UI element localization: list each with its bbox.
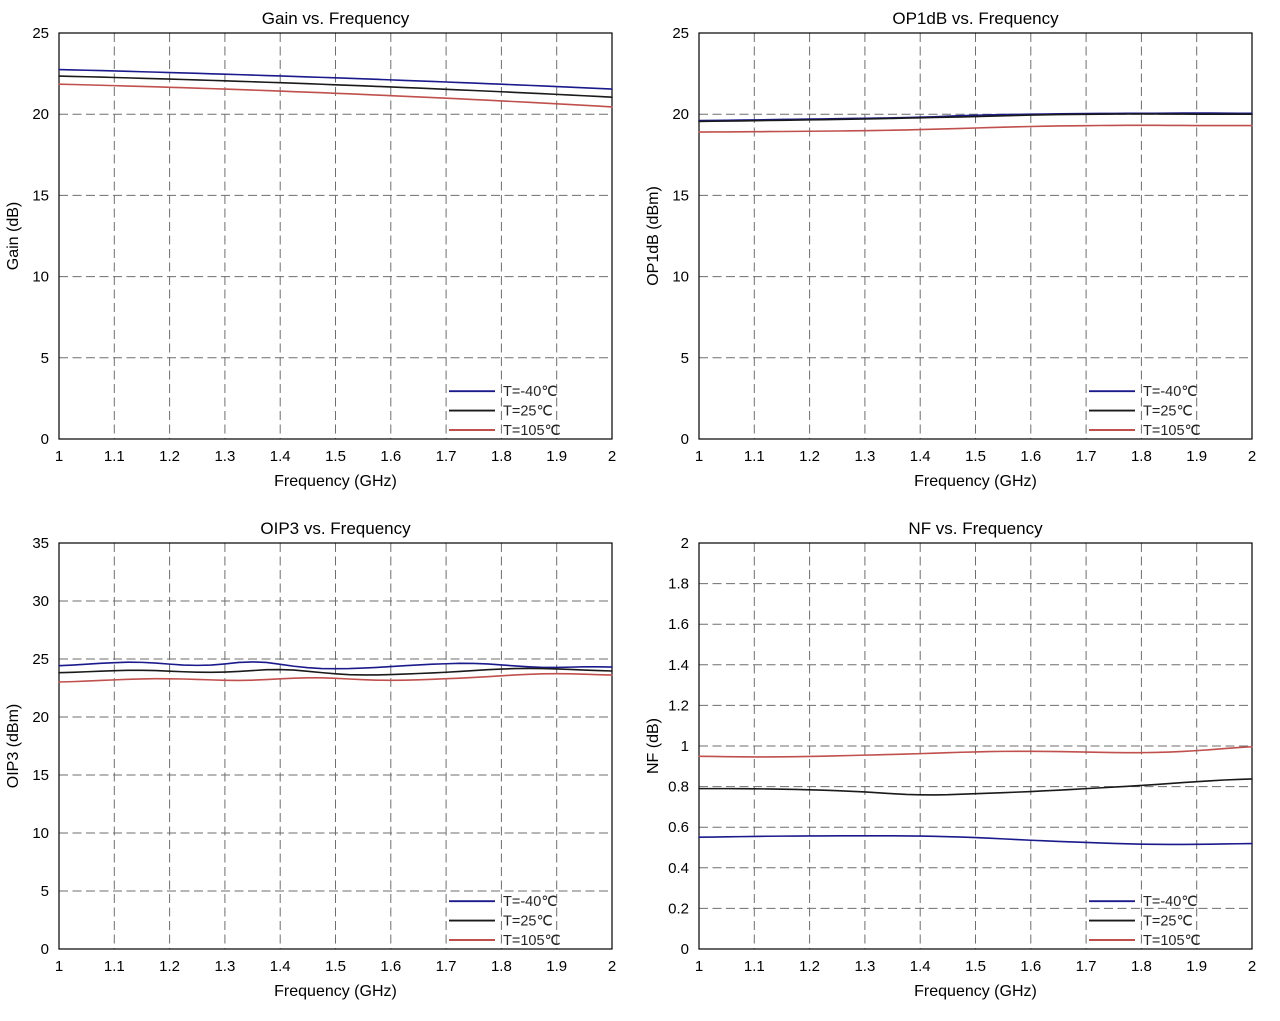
svg-text:5: 5 (41, 350, 49, 367)
svg-text:0.6: 0.6 (668, 819, 689, 836)
svg-text:10: 10 (32, 825, 49, 842)
svg-text:30: 30 (32, 593, 49, 610)
svg-text:1.7: 1.7 (436, 958, 457, 975)
svg-text:1.9: 1.9 (546, 448, 567, 465)
svg-text:1.1: 1.1 (104, 958, 125, 975)
svg-text:0: 0 (41, 431, 49, 448)
svg-text:1.1: 1.1 (104, 448, 125, 465)
svg-text:1.7: 1.7 (436, 448, 457, 465)
svg-text:1.8: 1.8 (491, 448, 512, 465)
svg-text:1.3: 1.3 (854, 448, 875, 465)
svg-text:1.5: 1.5 (965, 958, 986, 975)
svg-text:T=25℃: T=25℃ (503, 404, 553, 420)
svg-text:20: 20 (32, 106, 49, 123)
svg-text:T=-40℃: T=-40℃ (1143, 894, 1198, 910)
svg-text:1.6: 1.6 (668, 616, 689, 633)
svg-text:1: 1 (695, 448, 703, 465)
svg-text:1.6: 1.6 (1020, 958, 1041, 975)
svg-text:25: 25 (32, 25, 49, 42)
svg-text:Frequency (GHz): Frequency (GHz) (274, 983, 397, 1000)
svg-text:1: 1 (55, 448, 63, 465)
svg-text:T=25℃: T=25℃ (1143, 404, 1193, 420)
svg-text:25: 25 (32, 651, 49, 668)
svg-text:Gain (dB): Gain (dB) (5, 202, 22, 270)
svg-text:0: 0 (681, 431, 689, 448)
svg-text:1.4: 1.4 (910, 958, 931, 975)
svg-text:T=105℃: T=105℃ (503, 423, 561, 439)
svg-text:2: 2 (608, 958, 616, 975)
svg-text:1.8: 1.8 (1131, 448, 1152, 465)
svg-text:1.8: 1.8 (1131, 958, 1152, 975)
svg-text:Frequency (GHz): Frequency (GHz) (914, 983, 1037, 1000)
svg-text:1.7: 1.7 (1076, 448, 1097, 465)
svg-text:1.3: 1.3 (214, 448, 235, 465)
svg-text:OIP3 (dBm): OIP3 (dBm) (5, 704, 22, 788)
svg-text:5: 5 (41, 883, 49, 900)
svg-text:NF vs. Frequency: NF vs. Frequency (908, 519, 1043, 538)
svg-text:1.4: 1.4 (668, 657, 689, 674)
svg-text:1: 1 (55, 958, 63, 975)
svg-text:1.3: 1.3 (854, 958, 875, 975)
svg-text:0.2: 0.2 (668, 900, 689, 917)
svg-text:0.4: 0.4 (668, 860, 689, 877)
svg-text:1.9: 1.9 (1186, 448, 1207, 465)
svg-text:T=105℃: T=105℃ (1143, 933, 1201, 949)
svg-text:T=-40℃: T=-40℃ (503, 894, 558, 910)
svg-text:1.5: 1.5 (325, 448, 346, 465)
svg-text:20: 20 (672, 106, 689, 123)
svg-text:2: 2 (681, 535, 689, 552)
svg-text:1.5: 1.5 (325, 958, 346, 975)
svg-text:1.3: 1.3 (214, 958, 235, 975)
svg-text:1.2: 1.2 (159, 448, 180, 465)
svg-text:OIP3 vs. Frequency: OIP3 vs. Frequency (260, 519, 411, 538)
svg-text:T=25℃: T=25℃ (1143, 914, 1193, 930)
svg-text:0: 0 (681, 941, 689, 958)
svg-text:T=-40℃: T=-40℃ (1143, 384, 1198, 400)
svg-text:15: 15 (672, 187, 689, 204)
svg-text:1.6: 1.6 (380, 448, 401, 465)
svg-text:20: 20 (32, 709, 49, 726)
svg-text:1.9: 1.9 (546, 958, 567, 975)
svg-text:0: 0 (41, 941, 49, 958)
svg-text:T=-40℃: T=-40℃ (503, 384, 558, 400)
svg-text:1.2: 1.2 (799, 958, 820, 975)
svg-text:1.4: 1.4 (270, 448, 291, 465)
svg-text:1.7: 1.7 (1076, 958, 1097, 975)
svg-text:1: 1 (695, 958, 703, 975)
svg-text:1.5: 1.5 (965, 448, 986, 465)
svg-text:1.1: 1.1 (744, 958, 765, 975)
svg-text:1.2: 1.2 (159, 958, 180, 975)
svg-text:2: 2 (1248, 448, 1256, 465)
svg-text:Frequency (GHz): Frequency (GHz) (914, 473, 1037, 490)
svg-text:1.4: 1.4 (270, 958, 291, 975)
svg-text:2: 2 (608, 448, 616, 465)
svg-text:15: 15 (32, 767, 49, 784)
svg-text:0.8: 0.8 (668, 779, 689, 796)
svg-text:10: 10 (32, 269, 49, 286)
svg-text:35: 35 (32, 535, 49, 552)
svg-text:1.2: 1.2 (668, 697, 689, 714)
svg-text:Gain vs. Frequency: Gain vs. Frequency (262, 9, 410, 28)
svg-text:10: 10 (672, 269, 689, 286)
svg-text:Frequency (GHz): Frequency (GHz) (274, 473, 397, 490)
svg-text:1.2: 1.2 (799, 448, 820, 465)
svg-text:15: 15 (32, 187, 49, 204)
svg-text:1.8: 1.8 (668, 576, 689, 593)
svg-text:1.6: 1.6 (1020, 448, 1041, 465)
svg-text:OP1dB (dBm): OP1dB (dBm) (645, 186, 662, 286)
svg-text:1: 1 (681, 738, 689, 755)
svg-text:NF (dB): NF (dB) (645, 718, 662, 774)
svg-text:1.6: 1.6 (380, 958, 401, 975)
svg-text:T=25℃: T=25℃ (503, 914, 553, 930)
svg-text:OP1dB vs. Frequency: OP1dB vs. Frequency (892, 9, 1059, 28)
svg-text:5: 5 (681, 350, 689, 367)
svg-text:1.9: 1.9 (1186, 958, 1207, 975)
svg-text:T=105℃: T=105℃ (1143, 423, 1201, 439)
svg-text:1.4: 1.4 (910, 448, 931, 465)
svg-text:T=105℃: T=105℃ (503, 933, 561, 949)
svg-text:1.1: 1.1 (744, 448, 765, 465)
svg-text:1.8: 1.8 (491, 958, 512, 975)
svg-text:2: 2 (1248, 958, 1256, 975)
svg-text:25: 25 (672, 25, 689, 42)
